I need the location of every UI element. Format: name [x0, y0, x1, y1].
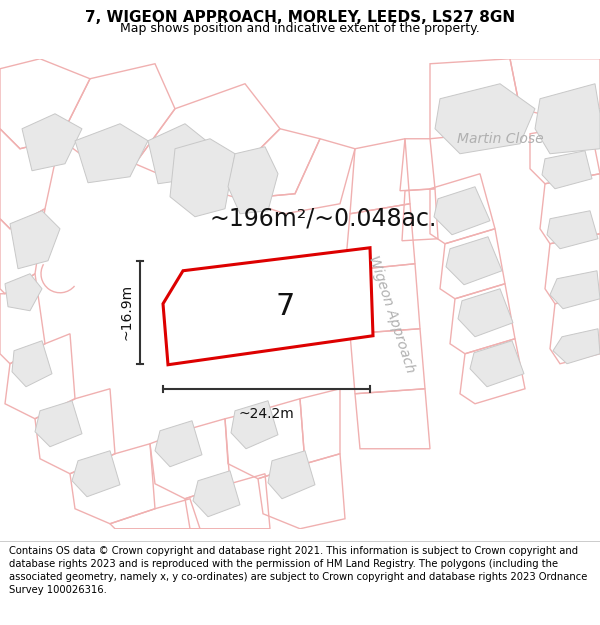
Polygon shape [12, 341, 52, 387]
Polygon shape [446, 237, 502, 285]
Polygon shape [268, 451, 315, 499]
Polygon shape [535, 84, 600, 154]
Polygon shape [434, 187, 490, 235]
Text: ~16.9m: ~16.9m [119, 284, 133, 340]
Text: 7, WIGEON APPROACH, MORLEY, LEEDS, LS27 8GN: 7, WIGEON APPROACH, MORLEY, LEEDS, LS27 … [85, 10, 515, 25]
Polygon shape [550, 271, 600, 309]
Text: 7: 7 [275, 292, 295, 321]
Text: Martin Close: Martin Close [457, 132, 544, 146]
Polygon shape [155, 421, 202, 467]
Polygon shape [35, 401, 82, 447]
Text: Wigeon Approach: Wigeon Approach [367, 253, 418, 374]
Polygon shape [547, 211, 598, 249]
Polygon shape [553, 329, 600, 364]
Text: Contains OS data © Crown copyright and database right 2021. This information is : Contains OS data © Crown copyright and d… [9, 546, 587, 595]
Polygon shape [228, 147, 278, 214]
Polygon shape [75, 124, 148, 182]
Polygon shape [72, 451, 120, 497]
Polygon shape [458, 289, 513, 337]
Polygon shape [10, 211, 60, 269]
Polygon shape [148, 124, 210, 184]
Polygon shape [193, 471, 240, 517]
Polygon shape [5, 274, 42, 311]
Polygon shape [163, 248, 373, 365]
Text: Map shows position and indicative extent of the property.: Map shows position and indicative extent… [120, 22, 480, 35]
Polygon shape [542, 151, 592, 189]
Polygon shape [170, 139, 235, 217]
Text: ~196m²/~0.048ac.: ~196m²/~0.048ac. [210, 207, 437, 231]
Text: ~24.2m: ~24.2m [239, 407, 295, 421]
Polygon shape [470, 341, 524, 387]
Polygon shape [231, 401, 278, 449]
Polygon shape [22, 114, 82, 171]
Polygon shape [435, 84, 535, 154]
